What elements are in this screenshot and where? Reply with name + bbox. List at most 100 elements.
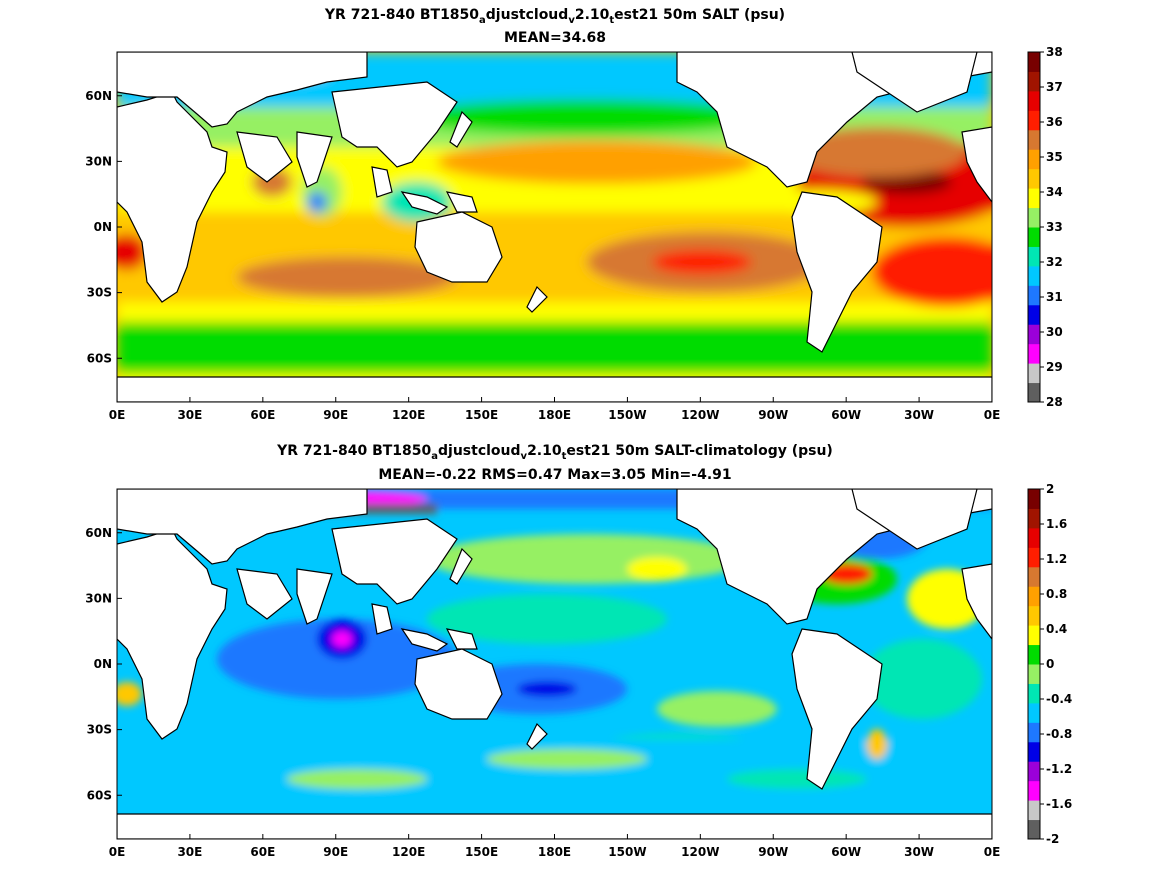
colorbar-label: 2 <box>1046 482 1054 496</box>
x-tick-label: 0E <box>109 845 126 859</box>
y-tick-label: 30N <box>85 591 112 605</box>
colorbar-label: 32 <box>1046 255 1063 269</box>
x-tick-label: 60E <box>250 845 275 859</box>
salinity-bias-map <box>116 488 993 840</box>
x-tick-label: 120W <box>681 408 719 422</box>
y-tick-label: 0N <box>94 657 112 671</box>
salinity-map <box>116 51 993 403</box>
y-tick-label: 30N <box>85 154 112 168</box>
colorbar-label: -2 <box>1046 832 1059 846</box>
x-tick-label: 150E <box>465 408 498 422</box>
colorbar-label: 0 <box>1046 657 1054 671</box>
colorbar-swatch <box>1028 71 1040 92</box>
colorbar-swatch <box>1028 489 1040 509</box>
colorbar-swatch <box>1028 324 1040 345</box>
colorbar-swatch <box>1028 207 1040 228</box>
colorbar-swatch <box>1028 547 1040 568</box>
x-tick-label: 180E <box>538 408 571 422</box>
colorbar-label: 0.4 <box>1046 622 1067 636</box>
x-tick-label: 30E <box>177 408 202 422</box>
x-tick-label: 30W <box>904 845 934 859</box>
colorbar-swatch <box>1028 304 1040 325</box>
colorbar-swatch <box>1028 605 1040 626</box>
colorbar-swatch <box>1028 586 1040 607</box>
colorbar-swatch <box>1028 702 1040 723</box>
panel1-subtitle: MEAN=34.68 <box>503 30 607 46</box>
x-tick-label: 30E <box>177 845 202 859</box>
colorbar-swatch <box>1028 265 1040 286</box>
x-tick-label: 0E <box>984 408 1001 422</box>
x-tick-label: 90W <box>758 408 788 422</box>
x-tick-label: 90E <box>323 845 348 859</box>
colorbar-label: 31 <box>1046 290 1063 304</box>
x-tick-label: 0E <box>109 408 126 422</box>
x-tick-label: 150W <box>608 408 646 422</box>
y-tick-label: 60S <box>87 351 112 365</box>
colorbar-label: 30 <box>1046 325 1063 339</box>
colorbar-label: -0.8 <box>1046 727 1072 741</box>
colorbar-swatch <box>1028 508 1040 529</box>
y-tick-label: 30S <box>87 286 112 300</box>
x-tick-label: 180E <box>538 845 571 859</box>
x-tick-label: 60W <box>831 408 861 422</box>
colorbar-label: -0.4 <box>1046 692 1072 706</box>
colorbar-label: 33 <box>1046 220 1063 234</box>
x-tick-label: 30W <box>904 408 934 422</box>
colorbar-swatch <box>1028 168 1040 189</box>
colorbar-swatch <box>1028 90 1040 111</box>
panel2-subtitle: MEAN=-0.22 RMS=0.47 Max=3.05 Min=-4.91 <box>378 467 732 483</box>
colorbar-swatch <box>1028 566 1040 587</box>
colorbar-swatch <box>1028 246 1040 267</box>
y-tick-label: 0N <box>94 220 112 234</box>
colorbar-label: 37 <box>1046 80 1063 94</box>
colorbar-label: 34 <box>1046 185 1063 199</box>
colorbar-label: -1.2 <box>1046 762 1072 776</box>
colorbar-swatch <box>1028 625 1040 646</box>
y-tick-label: 30S <box>87 723 112 737</box>
y-tick-label: 60N <box>85 89 112 103</box>
colorbar-swatch <box>1028 527 1040 548</box>
colorbar-swatch <box>1028 664 1040 684</box>
colorbar-swatch <box>1028 722 1040 743</box>
colorbar-label: 28 <box>1046 395 1063 409</box>
x-tick-label: 90W <box>758 845 788 859</box>
colorbar-label: -1.6 <box>1046 797 1072 811</box>
colorbar-swatch <box>1028 343 1040 364</box>
colorbar-swatch <box>1028 285 1040 306</box>
x-tick-label: 90E <box>323 408 348 422</box>
colorbar-swatch <box>1028 382 1040 403</box>
colorbar-label: 36 <box>1046 115 1063 129</box>
x-tick-label: 150W <box>608 845 646 859</box>
colorbar-swatch <box>1028 110 1040 131</box>
colorbar-swatch <box>1028 52 1040 72</box>
x-tick-label: 120E <box>392 408 425 422</box>
x-tick-label: 60W <box>831 845 861 859</box>
colorbar-swatch <box>1028 683 1040 704</box>
colorbar-swatch <box>1028 129 1040 150</box>
colorbar-label: 1.6 <box>1046 517 1067 531</box>
colorbar-swatch <box>1028 363 1040 384</box>
colorbar-swatch <box>1028 819 1040 840</box>
colorbar-swatch <box>1028 761 1040 782</box>
panel1-title: YR 721-840 BT1850adjustcloudv2.10test21 … <box>324 7 786 26</box>
colorbar-label: 1.2 <box>1046 552 1067 566</box>
x-tick-label: 150E <box>465 845 498 859</box>
x-tick-label: 120E <box>392 845 425 859</box>
y-tick-label: 60N <box>85 526 112 540</box>
colorbar-swatch <box>1028 149 1040 170</box>
colorbar-swatch <box>1028 800 1040 821</box>
colorbar-label: 35 <box>1046 150 1063 164</box>
colorbar-swatch <box>1028 227 1040 247</box>
colorbar-swatch <box>1028 780 1040 801</box>
colorbar-swatch <box>1028 644 1040 665</box>
x-tick-label: 120W <box>681 845 719 859</box>
y-tick-label: 60S <box>87 788 112 802</box>
colorbar-label: 38 <box>1046 45 1063 59</box>
colorbar-label: 0.8 <box>1046 587 1067 601</box>
panel2-title: YR 721-840 BT1850adjustcloudv2.10test21 … <box>277 443 833 462</box>
colorbar-label: 29 <box>1046 360 1063 374</box>
colorbar-swatch <box>1028 188 1040 209</box>
x-tick-label: 0E <box>984 845 1001 859</box>
x-tick-label: 60E <box>250 408 275 422</box>
